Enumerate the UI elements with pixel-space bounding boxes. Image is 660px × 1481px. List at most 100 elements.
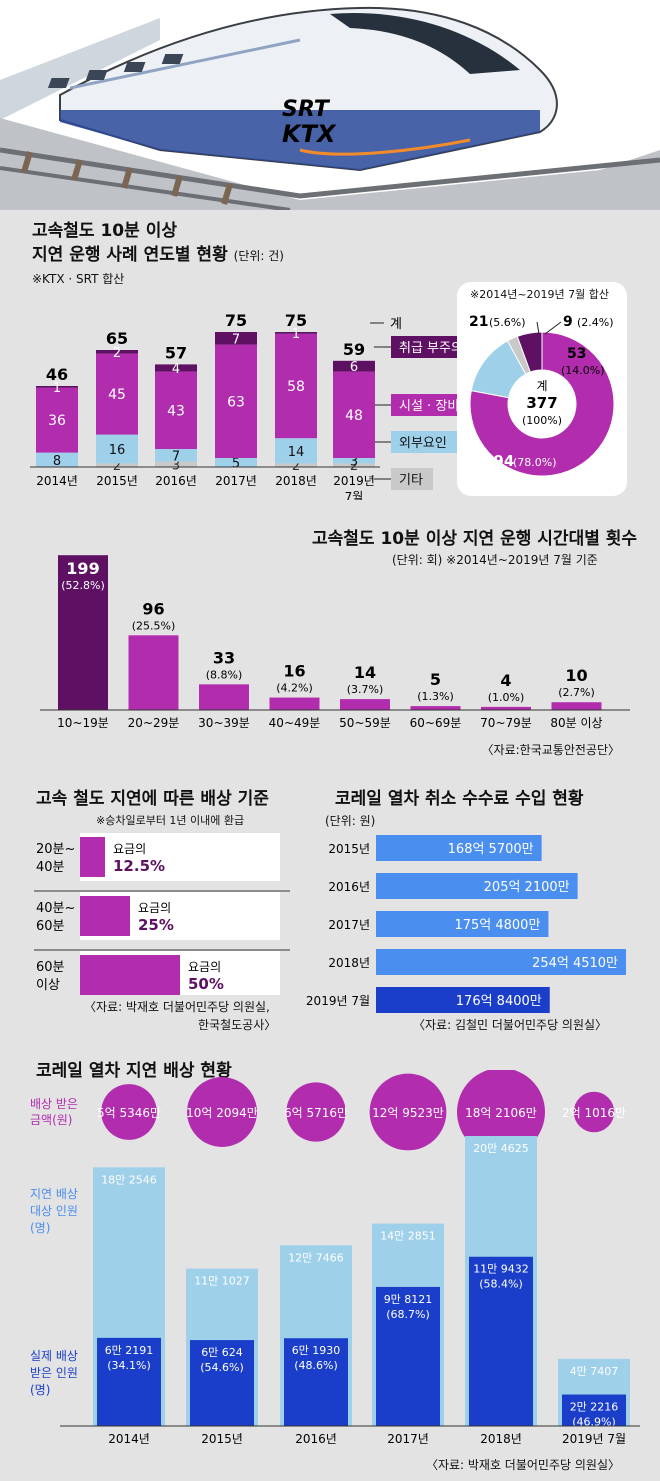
standard-row-label: 60분	[36, 960, 65, 975]
pie-label-etc-pct: (2.4%)	[577, 316, 614, 329]
stacked-segment-시설 · 장비 결함	[275, 333, 317, 439]
amount-bubble	[457, 1070, 545, 1156]
actual-pct-label: (46.9%)	[572, 1416, 616, 1429]
stacked-segment-외부요인	[96, 434, 138, 464]
amount-label: 18억 2106만	[465, 1106, 537, 1120]
target-value-label: 11만 1027	[194, 1275, 250, 1288]
stacked-value-label: 6	[350, 360, 358, 375]
stacked-value-label: 5	[232, 457, 240, 472]
legend-label-취급 부주의: 취급 부주의	[399, 341, 463, 356]
pie-center-pct: (100%)	[522, 414, 562, 427]
stacked-total-label: 75	[285, 311, 307, 330]
rail-line-2	[0, 166, 291, 210]
duration-bar	[340, 699, 390, 710]
duration-pct-label: (2.7%)	[558, 686, 595, 699]
duration-bar	[128, 635, 179, 710]
actual-pct-label: (48.6%)	[294, 1359, 338, 1372]
duration-bar	[58, 555, 108, 710]
legend-label-외부요인: 외부요인	[399, 436, 447, 451]
fee-category-label: 2018년	[328, 956, 370, 970]
stacked-value-label: 1	[292, 327, 300, 342]
chart5-source: 〈자료: 박재호 더불어민주당 의원실〉	[425, 1458, 620, 1472]
standard-fare-label: 요금의	[188, 960, 221, 974]
duration-pct-label: (3.7%)	[347, 683, 384, 696]
chart2-title: 고속철도 10분 이상 지연 운행 시간대별 횟수	[312, 529, 638, 549]
stacked-segment-외부요인	[333, 458, 375, 464]
duration-category-label: 40~49분	[269, 716, 321, 730]
duration-value-label: 10	[565, 666, 587, 685]
cancellation-fee-chart: 168억 5700만 2015년 205억 2100만 2016년 175억 4800만…	[306, 835, 626, 1013]
pie-label-external-pct: (14.0%)	[561, 364, 605, 377]
stacked-segment-취급 부주의	[275, 332, 317, 334]
train-side-line	[69, 38, 301, 90]
stacked-value-label: 1	[53, 381, 61, 396]
stacked-value-label: 16	[109, 443, 126, 458]
actual-pct-label: (58.4%)	[479, 1278, 523, 1291]
fee-bar	[376, 873, 578, 899]
fee-value-label: 254억 4510만	[532, 956, 618, 971]
actual-value-label: 9만 8121	[384, 1293, 433, 1306]
standard-row-label: 40분~	[36, 901, 75, 916]
chart1-title-line2: 지연 운행 사례 연도별 현황 (단위: 건)	[32, 240, 284, 265]
standard-bar	[80, 837, 105, 877]
duration-pct-label: (52.8%)	[61, 579, 105, 592]
stacked-total-label: 75	[225, 311, 247, 330]
standard-row-label: 60분	[36, 919, 65, 934]
stacked-value-label: 2	[113, 346, 121, 361]
stacked-total-label: 57	[165, 343, 187, 362]
standard-bar	[80, 896, 130, 936]
pie-leader-handling	[536, 321, 540, 335]
track-bed	[0, 118, 660, 210]
actual-bar	[469, 1256, 533, 1426]
chart1-title-text: 지연 운행 사례 연도별 현황	[32, 245, 228, 265]
stacked-segment-시설 · 장비 결함	[36, 387, 78, 453]
chart1-unit: (단위: 건)	[233, 249, 284, 263]
chart2-unit: (단위: 회) ※2014년~2019년 7월 기준	[392, 553, 598, 567]
stacked-segment-기타	[275, 463, 317, 467]
target-value-label: 12만 7466	[288, 1251, 344, 1264]
duration-pct-label: (25.5%)	[132, 619, 176, 632]
duration-bar	[481, 706, 531, 710]
logo-srt: SRT	[282, 97, 331, 122]
standard-row-label: 40분	[36, 860, 65, 875]
actual-value-label: 6만 1930	[292, 1344, 341, 1357]
fee-bar	[376, 987, 550, 1013]
duration-category-label: 60~69분	[410, 716, 462, 730]
fee-value-label: 168억 5700만	[448, 842, 534, 857]
actual-pct-label: (68.7%)	[386, 1308, 430, 1321]
stacked-value-label: 4	[172, 362, 180, 377]
duration-value-label: 5	[430, 670, 441, 689]
stacked-category-label: 2014년	[36, 474, 78, 488]
amount-label: 10억 2094만	[186, 1106, 258, 1120]
stacked-value-label: 36	[48, 413, 66, 429]
chart3-source-line1: 〈자료: 박재호 더불어민주당 의원실,	[84, 1000, 270, 1014]
stacked-segment-취급 부주의	[96, 350, 138, 354]
stacked-category-label: 2016년	[155, 474, 197, 488]
compensation-category-label: 2017년	[387, 1432, 429, 1446]
train-windows	[47, 54, 184, 88]
fee-category-label: 2015년	[328, 842, 370, 856]
train-windshield	[330, 12, 520, 74]
standard-pct-label: 25%	[138, 916, 174, 934]
standard-fare-label: 요금의	[113, 842, 146, 856]
amount-label: 2억 1016만	[562, 1106, 626, 1120]
duration-pct-label: (8.8%)	[206, 668, 243, 681]
pie-label-handling-value: 21	[469, 314, 488, 330]
stacked-value-label: 7	[232, 332, 240, 347]
compensation-category-label: 2018년	[480, 1432, 522, 1446]
stacked-total-label: 46	[46, 365, 68, 384]
standard-row-label: 이상	[36, 978, 60, 993]
stacked-total-label: 59	[343, 340, 365, 359]
legend-label-기타: 기타	[399, 473, 423, 488]
pie-title: ※2014년~2019년 7월 합산	[470, 288, 610, 301]
duration-category-label: 10~19분	[57, 716, 109, 730]
stacked-segment-외부요인	[215, 458, 257, 467]
train-stripe	[60, 110, 540, 170]
amount-row-label: 배상 받은	[30, 1097, 78, 1111]
pie-label-facility-pct: (78.0%)	[513, 456, 557, 469]
